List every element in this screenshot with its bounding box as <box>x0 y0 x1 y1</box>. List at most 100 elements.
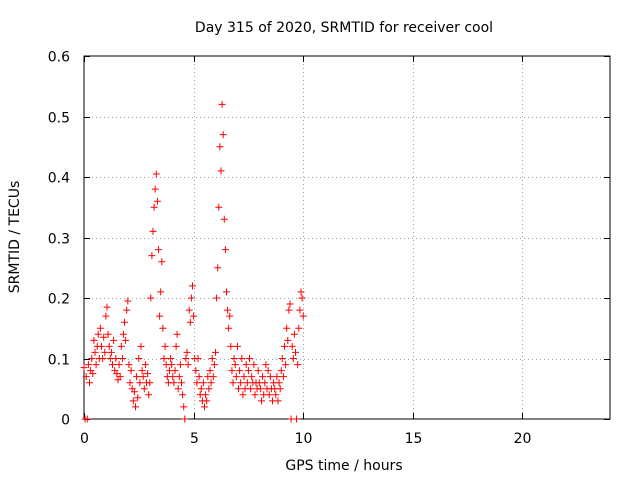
data-point <box>104 330 112 338</box>
data-point <box>193 379 201 387</box>
data-point <box>150 203 158 211</box>
data-point <box>225 324 233 332</box>
data-point <box>118 355 126 362</box>
data-point <box>184 361 192 369</box>
data-point <box>152 170 160 178</box>
data-point <box>90 336 98 344</box>
data-point <box>94 330 102 338</box>
data-point <box>282 361 290 369</box>
data-point <box>187 294 195 302</box>
data-point <box>102 312 110 320</box>
data-point <box>117 342 125 350</box>
data-point <box>169 373 177 381</box>
data-point <box>293 415 301 423</box>
data-point <box>205 385 213 393</box>
data-point <box>109 361 116 369</box>
data-point <box>96 324 104 332</box>
data-point <box>115 361 123 369</box>
data-point <box>160 355 168 362</box>
data-point <box>288 342 296 350</box>
y-axis-label: SRMTID / TECUs <box>7 181 23 294</box>
data-point <box>112 355 120 362</box>
data-point <box>272 391 280 399</box>
data-point <box>240 373 248 381</box>
data-point <box>294 361 302 369</box>
data-point <box>182 355 190 362</box>
data-point <box>276 385 284 393</box>
data-point <box>167 355 175 362</box>
data-point <box>275 379 283 387</box>
data-point <box>151 185 159 193</box>
data-point <box>261 379 269 387</box>
data-point <box>103 303 111 311</box>
y-tick-label: 0 <box>61 413 70 429</box>
data-point <box>274 397 282 405</box>
data-point <box>284 336 292 344</box>
data-point <box>180 403 188 411</box>
data-point <box>122 336 130 344</box>
data-point <box>83 415 91 423</box>
data-point <box>113 370 121 378</box>
data-point <box>91 348 99 356</box>
data-point <box>140 385 148 393</box>
y-tick-label: 0.4 <box>48 171 70 187</box>
data-point <box>279 373 287 381</box>
data-point <box>295 324 303 332</box>
data-point <box>230 355 238 362</box>
data-point <box>277 367 285 375</box>
data-point <box>144 370 152 378</box>
x-axis-label: GPS time / hours <box>285 458 402 474</box>
data-point <box>174 385 182 393</box>
data-point <box>244 367 252 375</box>
data-point <box>130 388 138 396</box>
data-point <box>195 373 203 381</box>
data-point <box>135 355 143 362</box>
data-point <box>136 379 144 387</box>
data-point <box>254 367 262 375</box>
data-point <box>126 379 134 387</box>
data-point <box>298 294 306 302</box>
data-point <box>285 306 293 314</box>
y-tick-label: 0.2 <box>48 292 70 308</box>
chart-title: Day 315 of 2020, SRMTID for receiver coo… <box>195 20 493 36</box>
data-points <box>80 100 307 423</box>
data-point <box>168 361 176 369</box>
data-point <box>161 342 169 350</box>
data-point <box>132 403 139 411</box>
data-point <box>297 288 305 296</box>
data-point <box>110 336 118 344</box>
data-point <box>156 312 164 320</box>
data-point <box>220 215 228 223</box>
data-point <box>296 306 304 314</box>
data-point <box>99 355 107 362</box>
y-tick-label: 0.5 <box>48 111 70 127</box>
data-point <box>265 391 273 399</box>
data-point <box>281 342 288 350</box>
data-point <box>215 203 223 211</box>
axis-ticks: 0 0.1 0.2 0.3 0.4 0.5 0.6 0 5 10 15 20 <box>48 50 610 447</box>
data-point <box>84 361 92 369</box>
x-tick-label: 15 <box>405 431 423 447</box>
data-point <box>247 385 255 393</box>
data-point <box>159 324 167 332</box>
data-point <box>82 373 90 381</box>
data-point <box>107 348 115 356</box>
data-point <box>286 300 294 308</box>
data-point <box>92 361 100 369</box>
data-point <box>183 348 191 356</box>
x-tick-label: 10 <box>295 431 313 447</box>
data-point <box>210 361 218 369</box>
data-point <box>290 330 298 338</box>
data-point <box>251 391 259 399</box>
data-point <box>189 282 196 290</box>
plot-frame <box>83 55 611 420</box>
data-point <box>181 415 189 423</box>
y-tick-label: 0.3 <box>48 232 70 248</box>
data-point <box>178 379 185 387</box>
data-point <box>172 342 180 350</box>
data-point <box>147 294 155 302</box>
data-point <box>289 355 297 362</box>
data-point <box>158 258 166 266</box>
data-point <box>190 312 198 320</box>
